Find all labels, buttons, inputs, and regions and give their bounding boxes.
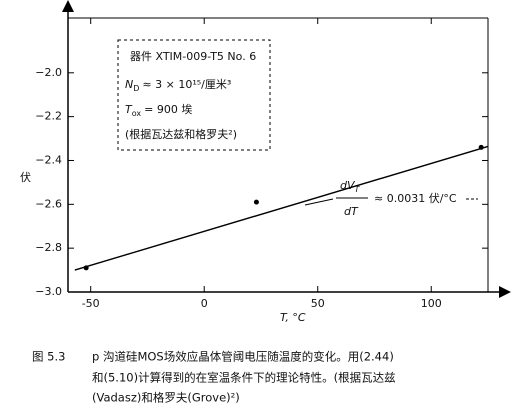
- x-tick-label: 100: [421, 297, 442, 310]
- annotation: ND ≈ 3 × 10¹⁵/厘米³: [125, 78, 231, 93]
- x-axis-label: T, °C: [280, 311, 306, 324]
- y-tick-label: −3.0: [35, 285, 62, 298]
- y-tick-label: −2.4: [35, 153, 62, 166]
- annotation: dVT: [340, 179, 361, 194]
- annotation: Tox = 900 埃: [125, 102, 192, 118]
- caption: p 沟道硅MOS场效应晶体管阈电压随温度的变化。用(2.44): [92, 350, 394, 364]
- y-tick-label: −2.0: [35, 66, 62, 79]
- x-tick-label: 0: [201, 297, 208, 310]
- annotation: ≈ 0.0031 伏/°C: [374, 191, 457, 205]
- fit-line: [74, 145, 489, 271]
- y-tick-label: −2.8: [35, 241, 62, 254]
- y-tick-label: −2.6: [35, 197, 62, 210]
- annotation: dT: [344, 205, 359, 218]
- leader: [304, 198, 334, 206]
- x-tick-label: -50: [82, 297, 100, 310]
- x-tick-label: 50: [311, 297, 325, 310]
- annotation-box: [117, 39, 271, 151]
- caption-label: 图 5.3: [32, 350, 65, 364]
- y-axis-label: 伏: [20, 170, 31, 184]
- caption: (Vadasz)和格罗夫(Grove)²): [92, 391, 240, 405]
- annotation: 器件 XTIM-009-T5 No. 6: [130, 50, 256, 63]
- y-tick-label: −2.2: [35, 110, 62, 123]
- annotation: (根据瓦达兹和格罗夫²): [125, 127, 237, 141]
- caption: 和(5.10)计算得到的在室温条件下的理论特性。(根据瓦达兹: [92, 371, 396, 385]
- data-point: [253, 199, 259, 205]
